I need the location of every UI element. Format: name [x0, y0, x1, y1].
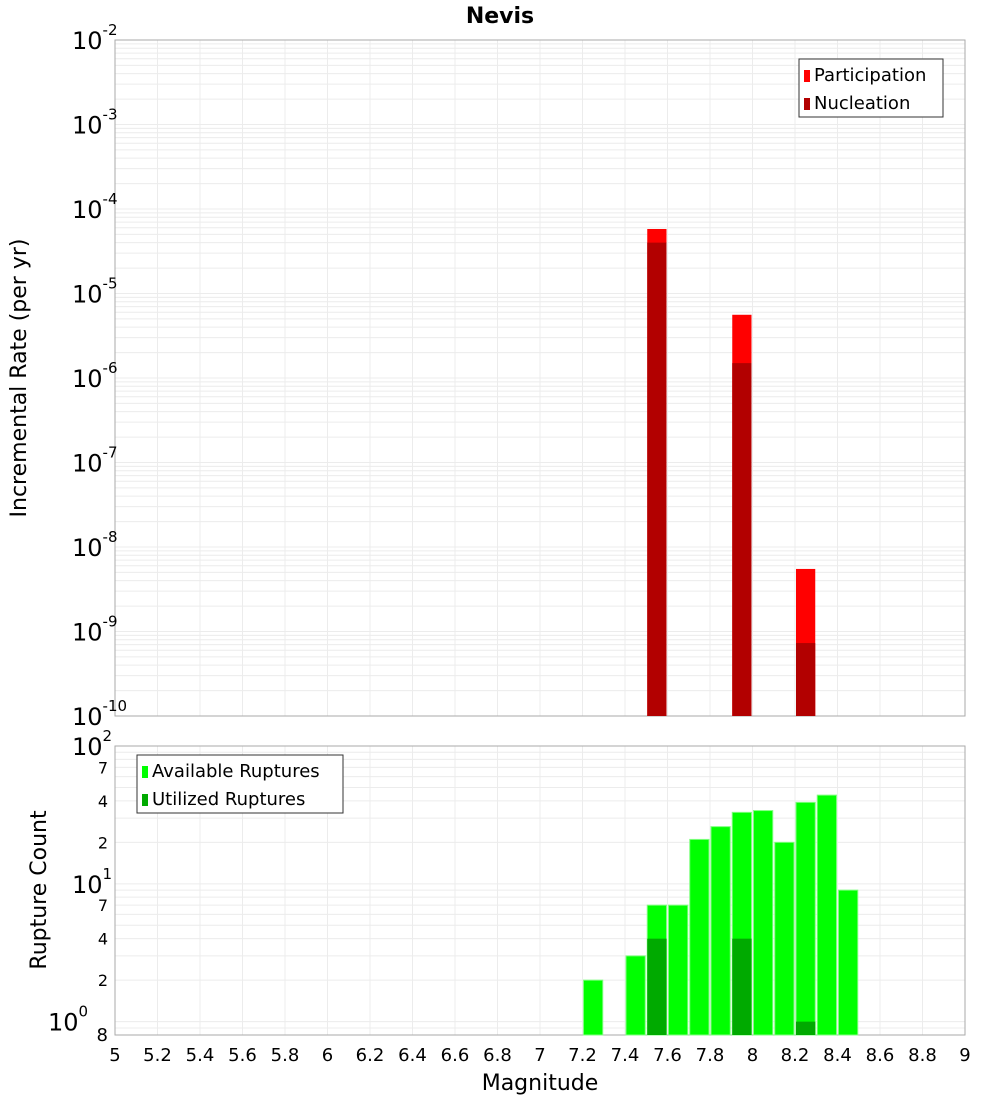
- x-tick-label: 5.6: [228, 1045, 257, 1066]
- y-tick-label: 10-6: [72, 359, 118, 393]
- y-tick-label: 10-5: [72, 275, 118, 309]
- bar-available-ruptures: [583, 979, 604, 1036]
- y-tick-label: 10-7: [72, 444, 118, 478]
- y-minor-tick-label: 7: [98, 896, 108, 915]
- bar-nucleation: [647, 242, 667, 717]
- y-minor-tick-label: 7: [98, 758, 108, 777]
- y-minor-tick-label: 4: [98, 930, 108, 949]
- y-tick-label: 100: [48, 1003, 88, 1037]
- legend: [136, 754, 344, 814]
- bar-available-ruptures: [668, 904, 689, 1036]
- x-tick-label: 9: [959, 1045, 970, 1066]
- legend-label: Utilized Ruptures: [152, 789, 305, 810]
- y-minor-tick-label: 2: [98, 971, 108, 990]
- x-tick-label: 7.2: [568, 1045, 597, 1066]
- x-tick-label: 7: [534, 1045, 545, 1066]
- x-tick-label: 7.4: [611, 1045, 640, 1066]
- x-tick-label: 6.4: [398, 1045, 427, 1066]
- legend-swatch: [142, 766, 148, 778]
- bar-available-ruptures: [753, 810, 774, 1036]
- legend: [798, 58, 944, 118]
- bar-utilized-ruptures: [647, 938, 667, 1035]
- y-minor-tick-label: 8: [97, 1025, 108, 1046]
- legend-swatch: [804, 98, 810, 110]
- bar-nucleation: [732, 363, 752, 716]
- plot-frame: [114, 39, 966, 717]
- bar-utilized-ruptures: [732, 938, 752, 1035]
- legend-label: Nucleation: [814, 93, 910, 114]
- legend-label: Available Ruptures: [152, 761, 320, 782]
- bar-utilized-ruptures: [796, 1021, 816, 1035]
- y-tick-label: 10-4: [72, 190, 118, 224]
- legend-swatch: [142, 794, 148, 806]
- x-tick-label: 8: [747, 1045, 758, 1066]
- chart-title: Nevis: [466, 4, 534, 29]
- x-tick-label: 5: [109, 1045, 120, 1066]
- y-minor-tick-label: 4: [98, 792, 108, 811]
- x-tick-label: 8.6: [866, 1045, 895, 1066]
- bar-available-ruptures: [838, 889, 859, 1036]
- x-axis-label: Magnitude: [482, 1071, 599, 1096]
- y-tick-label: 10-3: [72, 106, 118, 140]
- y-tick-label: 10-10: [72, 697, 127, 731]
- x-tick-label: 8.4: [823, 1045, 852, 1066]
- y-tick-label: 10-2: [72, 21, 118, 55]
- x-tick-label: 6.2: [356, 1045, 385, 1066]
- x-tick-label: 6.6: [441, 1045, 470, 1066]
- y-tick-label: 10-8: [72, 528, 118, 562]
- y-tick-label: 10-9: [72, 613, 118, 647]
- bar-available-ruptures: [816, 794, 837, 1036]
- x-tick-label: 7.6: [653, 1045, 682, 1066]
- x-tick-label: 6: [322, 1045, 333, 1066]
- x-tick-label: 5.2: [143, 1045, 172, 1066]
- bar-available-ruptures: [795, 801, 816, 1036]
- x-tick-label: 5.8: [271, 1045, 300, 1066]
- x-tick-label: 6.8: [483, 1045, 512, 1066]
- legend-swatch: [804, 70, 810, 82]
- bar-available-ruptures: [710, 826, 731, 1036]
- bottom-y-axis-label: Rupture Count: [27, 810, 52, 970]
- top-y-axis-label: Incremental Rate (per yr): [7, 239, 32, 518]
- x-tick-label: 8.2: [781, 1045, 810, 1066]
- y-tick-label: 101: [72, 865, 112, 899]
- bar-available-ruptures: [625, 955, 646, 1036]
- bar-available-ruptures: [689, 838, 710, 1036]
- plot-frame: [114, 745, 966, 1036]
- bar-nucleation: [796, 643, 816, 716]
- x-tick-label: 8.8: [908, 1045, 937, 1066]
- y-minor-tick-label: 2: [98, 833, 108, 852]
- x-tick-label: 7.8: [696, 1045, 725, 1066]
- bar-available-ruptures: [774, 841, 795, 1036]
- legend-label: Participation: [814, 65, 926, 86]
- x-tick-label: 5.4: [186, 1045, 215, 1066]
- y-tick-label: 102: [72, 727, 112, 761]
